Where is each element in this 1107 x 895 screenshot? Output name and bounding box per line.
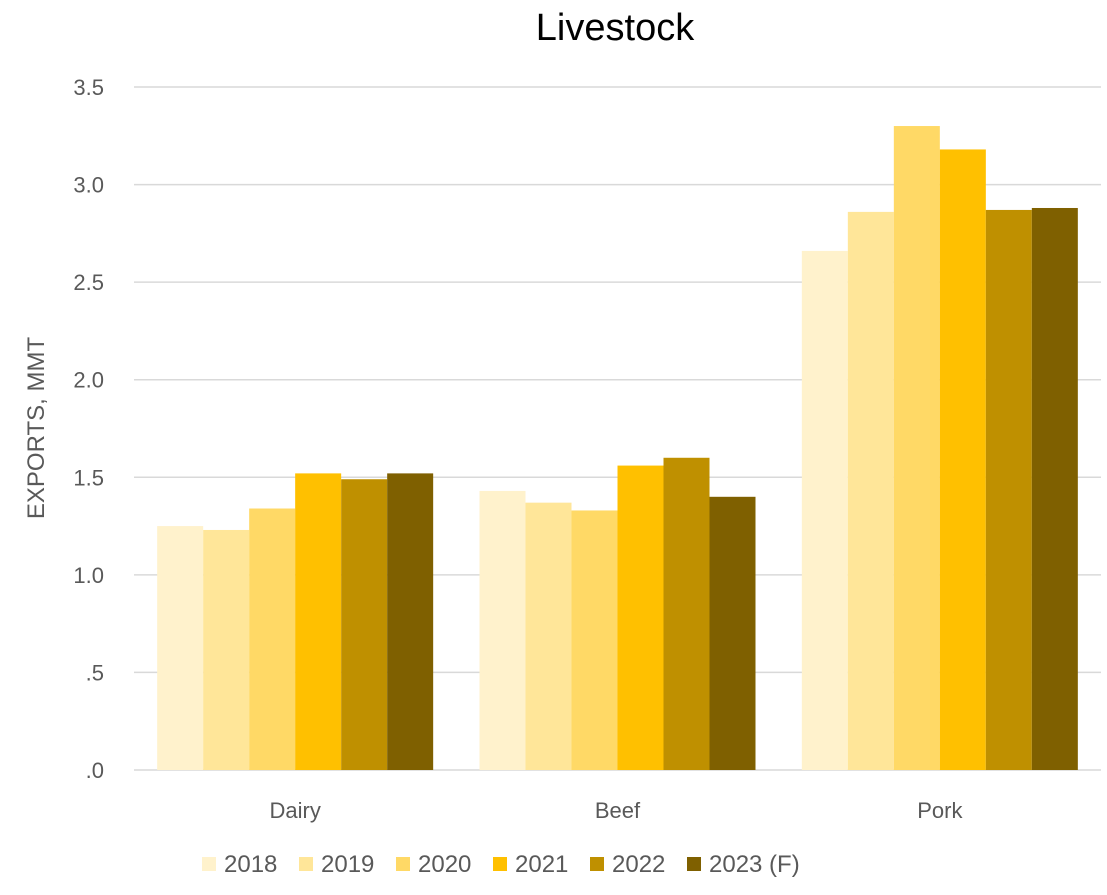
legend-swatch — [202, 857, 216, 871]
bar-pork-2020 — [893, 126, 940, 771]
bar-dairy-2018 — [157, 526, 204, 770]
legend-label: 2019 — [321, 851, 374, 878]
legend-label: 2018 — [224, 851, 277, 878]
bar-dairy-2021 — [295, 473, 342, 770]
bar-dairy-2023f — [387, 473, 434, 770]
y-tick-label: .0 — [86, 758, 104, 783]
y-tick-label: 2.0 — [73, 368, 104, 393]
legend-label: 2021 — [515, 851, 568, 878]
y-axis-title: EXPORTS, MMT — [23, 337, 50, 520]
legend: 2018 2019 2020 2021 2022 2023 (F) — [202, 851, 800, 878]
legend-swatch — [299, 857, 313, 871]
bar-beef-2019 — [525, 502, 572, 770]
chart-title: Livestock — [536, 7, 695, 49]
legend-label: 2022 — [612, 851, 665, 878]
bar-pork-2021 — [939, 149, 986, 771]
bar-beef-2018 — [479, 490, 526, 770]
y-tick-label: .5 — [86, 660, 104, 685]
y-tick-label: 1.0 — [73, 563, 104, 588]
legend-swatch — [493, 857, 507, 871]
bar-pork-2023f — [1031, 207, 1078, 770]
bar-pork-2018 — [801, 250, 848, 771]
bar-dairy-2022 — [341, 479, 388, 770]
legend-swatch — [590, 857, 604, 871]
bar-beef-2021 — [617, 465, 664, 770]
y-tick-label: 2.5 — [73, 270, 104, 295]
bar-dairy-2020 — [249, 508, 296, 770]
legend-label: 2020 — [418, 851, 471, 878]
bar-pork-2022 — [985, 209, 1032, 770]
x-axis-categories: Dairy Beef Pork — [269, 798, 963, 823]
x-category-label: Dairy — [269, 798, 320, 823]
legend-swatch — [396, 857, 410, 871]
y-axis-ticks: .0 .5 1.0 1.5 2.0 2.5 3.0 3.5 — [73, 75, 104, 783]
legend-label: 2023 (F) — [709, 851, 800, 878]
bar-beef-2023f — [709, 496, 756, 770]
bar-beef-2020 — [571, 510, 618, 770]
bars — [157, 126, 1078, 771]
bar-beef-2022 — [663, 457, 710, 770]
y-tick-label: 3.0 — [73, 173, 104, 198]
legend-swatch — [687, 857, 701, 871]
bar-pork-2019 — [847, 211, 894, 771]
x-category-label: Pork — [917, 798, 963, 823]
y-tick-label: 1.5 — [73, 465, 104, 490]
bar-dairy-2019 — [203, 529, 250, 770]
y-tick-label: 3.5 — [73, 75, 104, 100]
x-category-label: Beef — [595, 798, 641, 823]
